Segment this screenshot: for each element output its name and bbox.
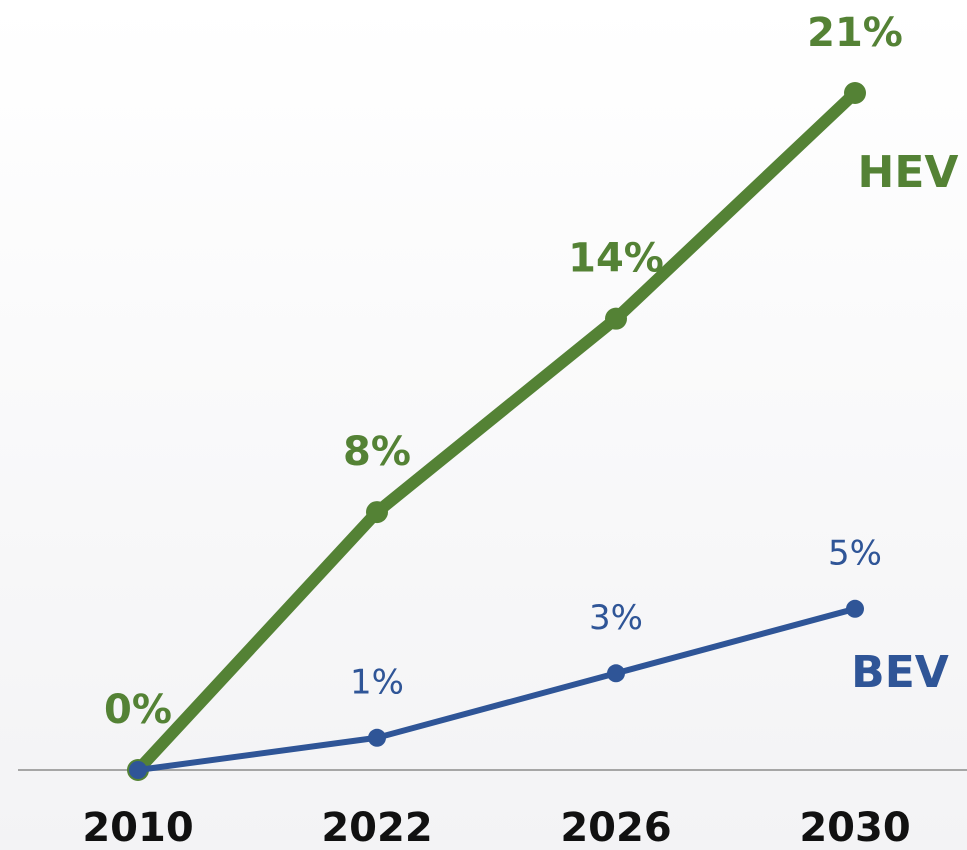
data-label: 1%: [350, 662, 404, 702]
x-tick-label: 2026: [560, 805, 671, 850]
data-label: 8%: [343, 429, 411, 475]
x-tick-label: 2022: [321, 805, 432, 850]
data-label: 5%: [828, 533, 882, 573]
data-label: 0%: [104, 687, 172, 733]
point: [129, 761, 147, 779]
data-label: 14%: [568, 236, 664, 282]
point: [846, 599, 864, 618]
point: [366, 501, 388, 524]
x-tick-label: 2010: [82, 805, 193, 850]
point: [368, 728, 386, 747]
point: [607, 664, 625, 683]
series-label: HEV: [858, 147, 959, 198]
series-line: [137, 605, 856, 773]
x-tick-label: 2030: [799, 805, 910, 850]
data-label: 3%: [589, 598, 643, 638]
point: [605, 307, 627, 330]
data-label: 21%: [807, 10, 903, 56]
series-line: [133, 88, 860, 775]
series-label: BEV: [851, 647, 949, 698]
point: [844, 82, 866, 104]
